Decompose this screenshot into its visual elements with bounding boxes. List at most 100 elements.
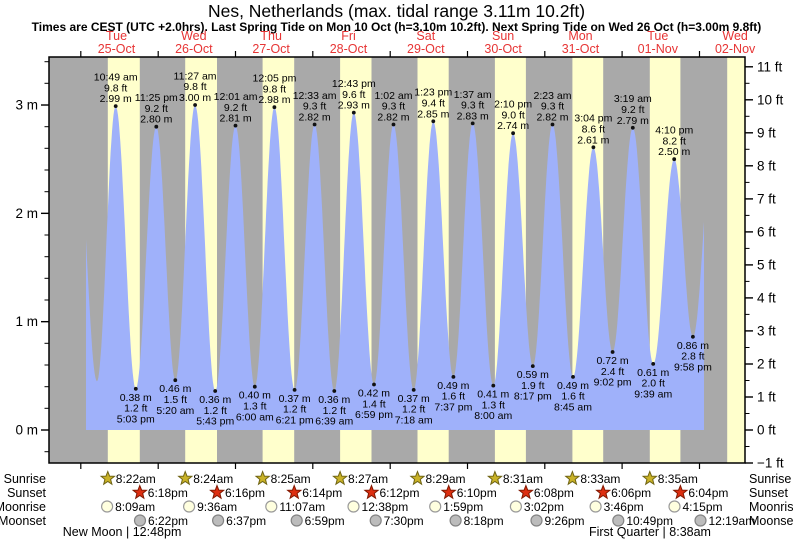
low-tide-label: 1.9 ft [521, 380, 544, 392]
tide-extreme-dot [193, 103, 198, 107]
right-axis-tick-label: 4 ft [757, 290, 776, 305]
daylight-band [727, 57, 745, 463]
low-tide-label: 0.36 m [199, 394, 231, 406]
moon-phase-label: New Moon | 12:48pm [63, 525, 182, 539]
day-label-dow: Mon [568, 29, 592, 43]
high-tide-label: 1:02 am [375, 90, 413, 102]
moon-phase-label: First Quarter | 8:38am [589, 525, 711, 539]
right-axis-tick-label: 8 ft [757, 158, 776, 173]
moonrise-time: 11:07am [279, 500, 325, 514]
moonset-circle-icon [290, 514, 303, 527]
low-tide-label: 6:39 am [315, 416, 353, 428]
moonrise-circle-icon [668, 500, 681, 513]
high-tide-label: 12:01 am [214, 91, 258, 103]
low-tide-label: 0.49 m [437, 380, 469, 392]
sunset-star-icon [440, 484, 457, 500]
sunset-star-icon [209, 484, 226, 500]
moonset-circle-icon [212, 514, 225, 527]
sunrise-row-label-right: Sunrise [749, 472, 791, 486]
low-tide-label: 6:59 pm [355, 409, 393, 421]
day-label-date: 02-Nov [715, 42, 756, 56]
low-tide-label: 0.37 m [279, 393, 311, 405]
right-axis-tick-label: 10 ft [757, 92, 784, 107]
moonrise-circle-icon [100, 500, 114, 513]
low-tide-label: 7:18 am [395, 415, 433, 427]
tide-extreme-dot [233, 123, 238, 128]
right-axis-tick-label: 5 ft [757, 257, 776, 272]
high-tide-label: 4:10 pm [655, 125, 693, 137]
tide-extreme-dot [491, 383, 496, 388]
high-tide-label: 9.8 ft [104, 82, 127, 94]
tide-extreme-dot [470, 121, 475, 126]
high-tide-label: 2.50 m [658, 146, 690, 158]
right-axis-tick-label: 9 ft [757, 125, 776, 140]
low-tide-label: 1.3 ft [482, 399, 505, 411]
day-label-date: 27-Oct [252, 42, 290, 56]
low-tide-label: 0.59 m [517, 369, 549, 381]
high-tide-label: 3.00 m [179, 92, 211, 104]
sunset-star-icon [517, 484, 534, 500]
moonset-time: 10:49pm [626, 514, 673, 528]
day-label-date: 30-Oct [484, 42, 522, 56]
low-tide-label: 9:58 pm [674, 361, 712, 373]
moonrise-circle-icon [347, 500, 360, 513]
right-axis-tick-label: 3 ft [757, 323, 776, 338]
tide-extreme-dot [550, 122, 555, 127]
tide-extreme-dot [332, 389, 337, 393]
low-tide-label: 0.41 m [477, 389, 509, 401]
right-axis-tick-label: −1 ft [757, 456, 784, 471]
high-tide-label: 12:43 pm [332, 78, 376, 90]
tide-extreme-dot [351, 110, 356, 115]
sunrise-star-icon [486, 470, 503, 486]
moonset-time: 9:26pm [545, 514, 585, 528]
day-label-date: 29-Oct [407, 42, 445, 56]
sunset-star-icon [363, 484, 380, 500]
moonset-time: 6:37pm [226, 514, 266, 528]
left-axis-tick-label: 3 m [15, 98, 38, 113]
high-tide-label: 2.98 m [258, 94, 290, 106]
tide-extreme-dot [252, 384, 257, 389]
left-axis-tick-label: 1 m [15, 314, 38, 329]
low-tide-label: 2.4 ft [601, 366, 624, 378]
tide-extreme-dot [272, 105, 277, 110]
moonset-time: 12:19am [708, 514, 755, 528]
sunset-time: 6:06pm [611, 486, 651, 500]
moonrise-circle-icon [183, 500, 196, 513]
moonrise-row-label-right: Moonrise [749, 500, 793, 514]
tide-extreme-dot [391, 122, 396, 127]
moonset-circle-icon [133, 514, 147, 527]
tide-extreme-dot [630, 125, 635, 130]
tide-extreme-dot [431, 119, 436, 124]
day-label-date: 31-Oct [562, 42, 600, 56]
high-tide-label: 2.81 m [219, 113, 251, 125]
high-tide-label: 2.61 m [577, 134, 609, 146]
high-tide-label: 3:19 am [614, 93, 652, 105]
high-tide-label: 10:49 am [94, 71, 138, 83]
low-tide-label: 8:45 am [554, 402, 592, 414]
moonset-circle-icon [530, 514, 543, 527]
low-tide-label: 1.4 ft [362, 398, 385, 410]
low-tide-label: 0.42 m [358, 388, 390, 400]
high-tide-label: 3:04 pm [574, 113, 612, 125]
high-tide-label: 2.83 m [457, 110, 489, 122]
right-axis-tick-label: 7 ft [757, 191, 776, 206]
day-label-dow: Thu [260, 29, 282, 43]
sunset-time: 6:16pm [225, 486, 265, 500]
sunrise-star-icon [564, 470, 581, 486]
moonrise-time: 4:15pm [683, 500, 723, 514]
sunrise-row-label-left: Sunrise [4, 472, 46, 486]
low-tide-label: 1.3 ft [243, 400, 266, 412]
day-label-date: 28-Oct [330, 42, 368, 56]
moonrise-circle-icon [265, 500, 278, 513]
left-axis-tick-label: 2 m [15, 206, 38, 221]
sunset-time: 6:14pm [302, 486, 342, 500]
low-tide-label: 5:43 pm [196, 416, 234, 428]
sunrise-time: 8:24am [193, 472, 233, 486]
day-label-dow: Tue [106, 29, 127, 43]
tide-extreme-dot [411, 388, 416, 392]
high-tide-label: 11:27 am [174, 70, 217, 82]
sunrise-star-icon [332, 470, 349, 486]
high-tide-label: 2.79 m [617, 115, 649, 127]
right-axis-tick-label: 11 ft [757, 59, 783, 74]
low-tide-label: 8:00 am [474, 410, 512, 422]
